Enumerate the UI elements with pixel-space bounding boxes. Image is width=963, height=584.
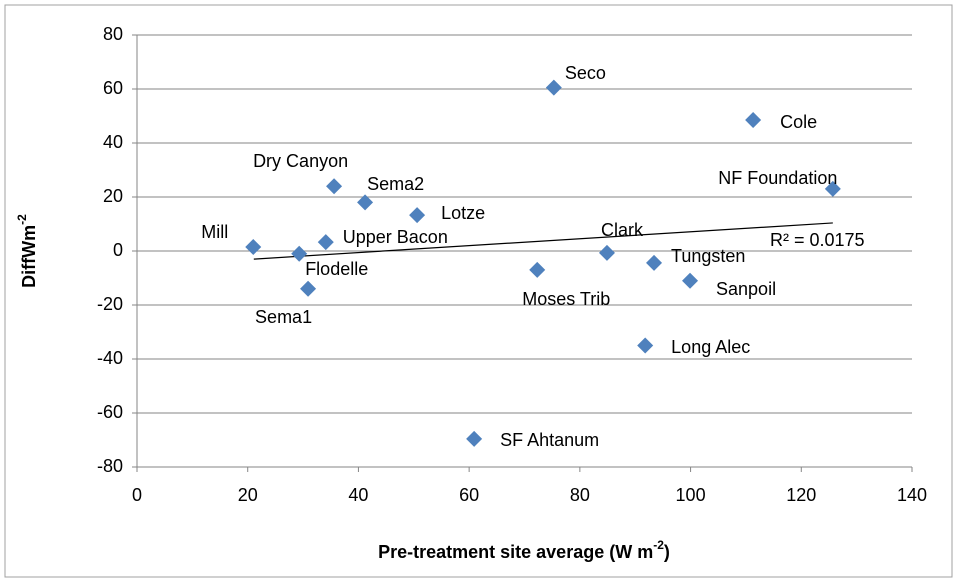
x-title-main: Pre-treatment site average (W m bbox=[378, 542, 653, 562]
y-tick-label: -60 bbox=[97, 402, 123, 422]
point bbox=[745, 112, 762, 129]
y-tick-label: -20 bbox=[97, 294, 123, 314]
x-tick-label: 20 bbox=[238, 485, 258, 505]
y-tick-label: 0 bbox=[113, 240, 123, 260]
point-label: Sanpoil bbox=[716, 278, 777, 299]
x-tick-label: 60 bbox=[459, 485, 479, 505]
point-label: Upper Bacon bbox=[342, 227, 448, 248]
point-label: Sema1 bbox=[255, 306, 313, 327]
trendline bbox=[253, 222, 833, 260]
x-tick-label: 0 bbox=[132, 485, 142, 505]
point bbox=[598, 244, 615, 261]
point bbox=[326, 178, 343, 195]
point bbox=[824, 180, 841, 197]
y-tick-label: -80 bbox=[97, 456, 123, 476]
point-label: Mill bbox=[201, 221, 229, 242]
point bbox=[409, 207, 426, 224]
x-tick-label: 80 bbox=[570, 485, 590, 505]
point bbox=[682, 272, 699, 289]
point bbox=[245, 238, 262, 255]
point bbox=[357, 194, 374, 211]
point bbox=[466, 430, 483, 447]
point bbox=[291, 245, 308, 262]
point-label: Flodelle bbox=[305, 258, 369, 279]
point-label: Dry Canyon bbox=[253, 151, 349, 172]
point-label: Sema2 bbox=[367, 174, 425, 195]
point-label: SF Ahtanum bbox=[500, 429, 600, 450]
x-tick-label: 40 bbox=[348, 485, 368, 505]
x-tick-label: 120 bbox=[786, 485, 816, 505]
point bbox=[300, 280, 317, 297]
y-tick-label: 60 bbox=[103, 78, 123, 98]
point-label: Clark bbox=[600, 219, 643, 240]
point-label: Cole bbox=[780, 112, 818, 133]
point bbox=[317, 234, 334, 251]
x-title-end: ) bbox=[664, 542, 670, 562]
y-tick-label: 40 bbox=[103, 132, 123, 152]
y-title-main: DiffWm bbox=[19, 225, 39, 288]
point bbox=[529, 261, 546, 278]
point-label: Lotze bbox=[441, 203, 486, 224]
point bbox=[637, 337, 654, 354]
y-tick-label: 20 bbox=[103, 186, 123, 206]
x-tick-label: 100 bbox=[676, 485, 706, 505]
point bbox=[545, 79, 562, 96]
point-label: Moses Trib bbox=[522, 288, 611, 309]
trendline-label: R² = 0.0175 bbox=[770, 230, 865, 250]
chart-frame bbox=[4, 4, 953, 578]
x-axis-title: Pre-treatment site average (W m-2) bbox=[378, 538, 670, 562]
point-label: NF Foundation bbox=[718, 167, 838, 188]
x-tick-label: 140 bbox=[897, 485, 927, 505]
y-axis-title: DiffWm-2 bbox=[15, 214, 39, 288]
x-title-sup: -2 bbox=[653, 538, 664, 552]
point-label: Tungsten bbox=[671, 245, 746, 266]
y-tick-label: -40 bbox=[97, 348, 123, 368]
point-label: Seco bbox=[564, 62, 606, 83]
y-title-sup: -2 bbox=[15, 214, 29, 225]
y-tick-label: 80 bbox=[103, 24, 123, 44]
point bbox=[646, 254, 663, 271]
point-label: Long Alec bbox=[671, 336, 751, 357]
